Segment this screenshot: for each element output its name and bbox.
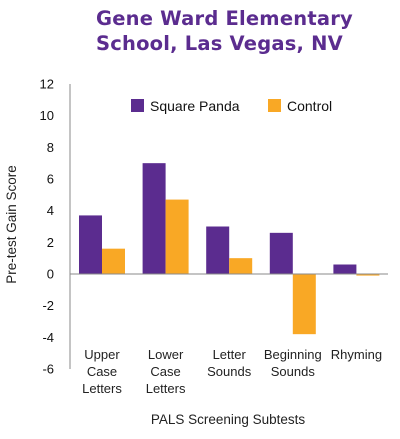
category-label: Sounds <box>207 364 252 379</box>
x-axis-title: PALS Screening Subtests <box>151 412 306 427</box>
bar-square-panda-5 <box>333 264 357 274</box>
category-label: Upper <box>84 347 120 362</box>
y-tick-label: 10 <box>40 108 54 123</box>
y-tick-label: 8 <box>47 140 54 155</box>
category-label: Rhyming <box>331 347 382 362</box>
chart-title: Gene Ward Elementary School, Las Vegas, … <box>96 6 353 56</box>
y-tick-label: -6 <box>42 362 54 377</box>
bar-square-panda-1 <box>79 215 102 274</box>
category-label: Sounds <box>271 364 316 379</box>
bar-control-3 <box>229 258 253 274</box>
y-tick-labels: 12 10 8 6 4 2 0 -2 -4 -6 <box>40 77 54 377</box>
category-label: Letters <box>82 381 122 396</box>
y-tick-label: 12 <box>40 77 54 92</box>
legend-label: Square Panda <box>150 98 240 114</box>
bars-group <box>79 163 380 335</box>
bar-control-1 <box>102 248 125 274</box>
legend: Square Panda Control <box>131 98 332 114</box>
bar-control-5 <box>356 274 380 276</box>
y-tick-label: 4 <box>47 203 54 218</box>
legend-swatch <box>131 99 144 112</box>
bar-control-4 <box>292 274 316 335</box>
legend-swatch <box>268 99 281 112</box>
bar-square-panda-4 <box>269 232 293 274</box>
bar-square-panda-3 <box>206 226 230 274</box>
bar-control-2 <box>165 199 189 274</box>
axes-group <box>69 84 388 369</box>
chart-title-line-1: Gene Ward Elementary <box>96 7 353 30</box>
y-tick-label: 2 <box>47 235 54 250</box>
category-label: Letters <box>146 381 186 396</box>
category-label: Letter <box>213 347 247 362</box>
legend-label: Control <box>287 98 332 114</box>
y-tick-label: -2 <box>42 298 54 313</box>
chart-title-line-2: School, Las Vegas, NV <box>96 32 343 55</box>
category-label: Case <box>150 364 180 379</box>
category-label: Beginning <box>264 347 322 362</box>
y-tick-label: -4 <box>42 330 54 345</box>
y-tick-label: 6 <box>47 172 54 187</box>
category-label: Lower <box>148 347 184 362</box>
category-labels: Upper Case Letters Lower Case Letters Letter So… <box>82 347 382 396</box>
y-tick-label: 0 <box>47 267 54 282</box>
bar-square-panda-2 <box>142 163 166 274</box>
y-axis-title: Pre-test Gain Score <box>4 165 19 284</box>
category-label: Case <box>87 364 117 379</box>
